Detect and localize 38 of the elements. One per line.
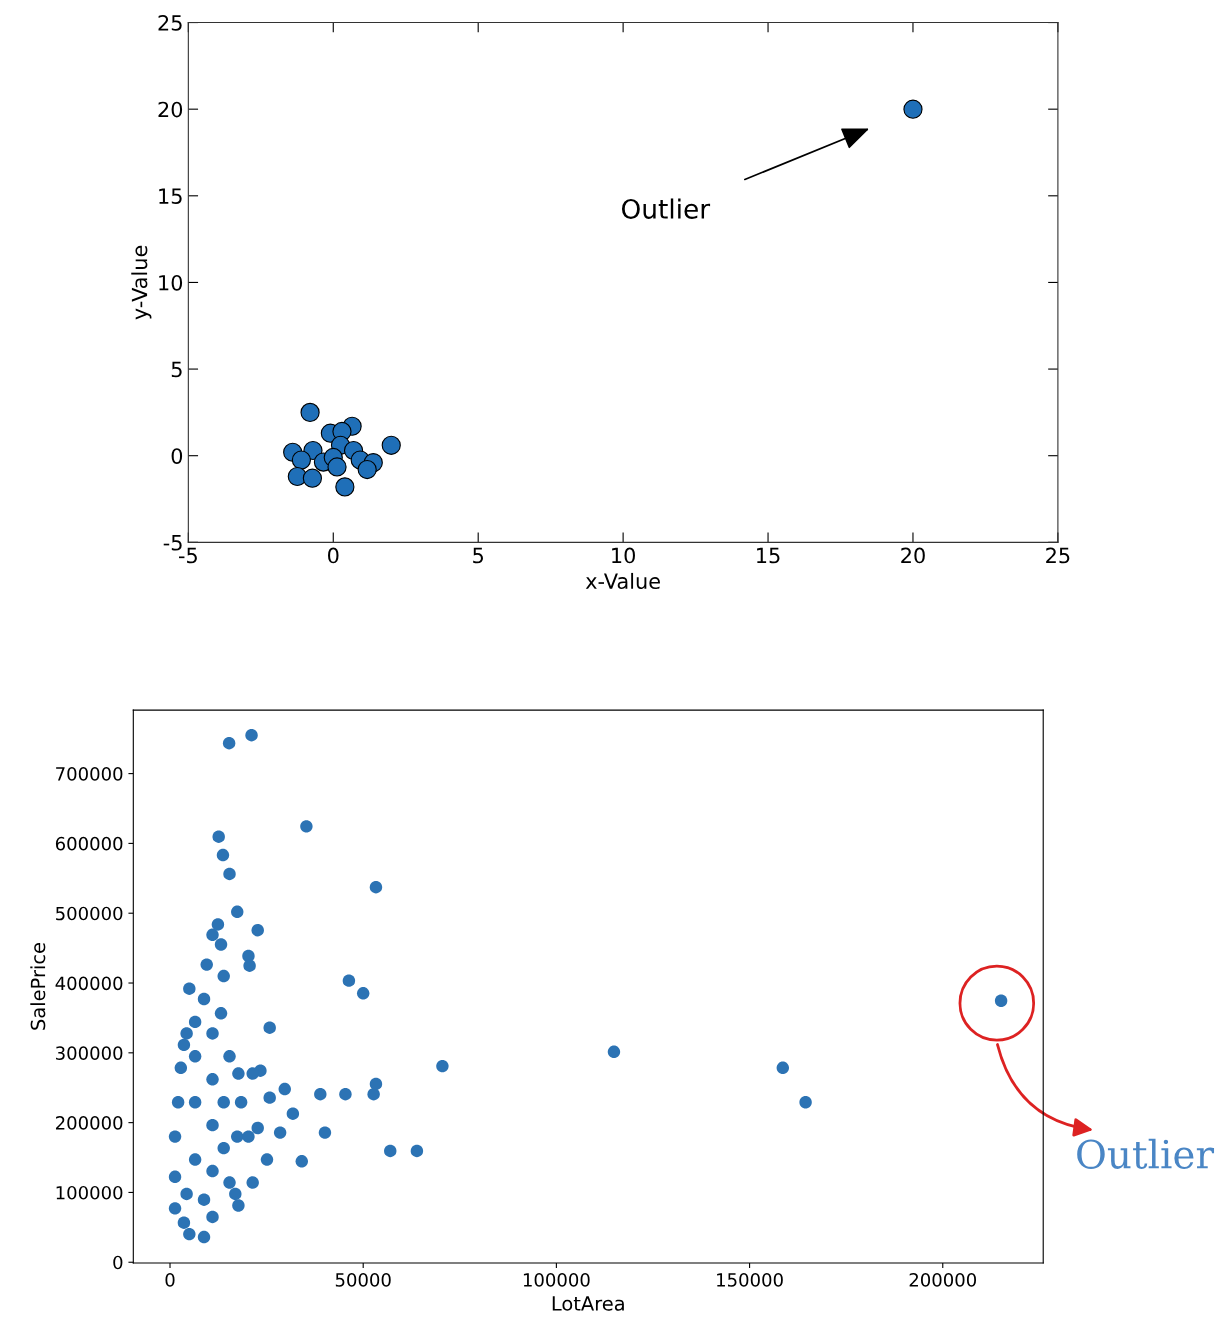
x-tick-label: 15 bbox=[757, 547, 780, 564]
x-tick-label: 20 bbox=[901, 547, 925, 564]
y-tick-label: 500000 bbox=[56, 906, 123, 921]
x-axis-title: x-Value bbox=[585, 572, 660, 590]
y-tick-label: 100000 bbox=[56, 1185, 123, 1200]
y-tick-label: 0 bbox=[113, 1255, 123, 1270]
y-tick-label: 5 bbox=[171, 361, 182, 378]
y-tick-label: 0 bbox=[171, 448, 183, 464]
y-tick-label: 15 bbox=[159, 188, 182, 205]
point bbox=[291, 450, 311, 470]
text: Outlier bbox=[1077, 1138, 1215, 1169]
y-tick-label: 10 bbox=[159, 274, 183, 291]
x-tick-label: 10 bbox=[612, 547, 635, 564]
y-tick-label: 300000 bbox=[56, 1046, 123, 1060]
point bbox=[357, 459, 377, 480]
y-tick-label: 600000 bbox=[55, 836, 123, 851]
y-tick-label: 20 bbox=[158, 101, 183, 118]
x-tick-label: 100000 bbox=[523, 1273, 590, 1287]
x-tick-label: 150000 bbox=[717, 1273, 783, 1287]
y-tick-label: 400000 bbox=[55, 976, 123, 991]
x-tick-label: 50000 bbox=[335, 1273, 391, 1287]
x-tick-label: 0 bbox=[328, 547, 339, 564]
y-axis-title: y-Value bbox=[131, 245, 152, 320]
x-tick-label: 25 bbox=[1046, 547, 1070, 564]
y-axis-title: SalePrice bbox=[30, 943, 46, 1030]
x-tick-label: 5 bbox=[473, 547, 483, 564]
annotation: Outlier bbox=[621, 198, 711, 219]
point bbox=[327, 457, 347, 477]
point bbox=[300, 402, 320, 422]
y-tick-label: 700000 bbox=[56, 767, 123, 781]
y-tick-label: 200000 bbox=[55, 1116, 123, 1130]
y-tick-label: 25 bbox=[158, 14, 182, 31]
point bbox=[335, 477, 355, 497]
point bbox=[903, 99, 923, 119]
point bbox=[302, 468, 323, 488]
point bbox=[381, 435, 401, 455]
x-axis-title: LotArea bbox=[552, 1296, 624, 1311]
x-tick-label: 200000 bbox=[909, 1273, 977, 1287]
